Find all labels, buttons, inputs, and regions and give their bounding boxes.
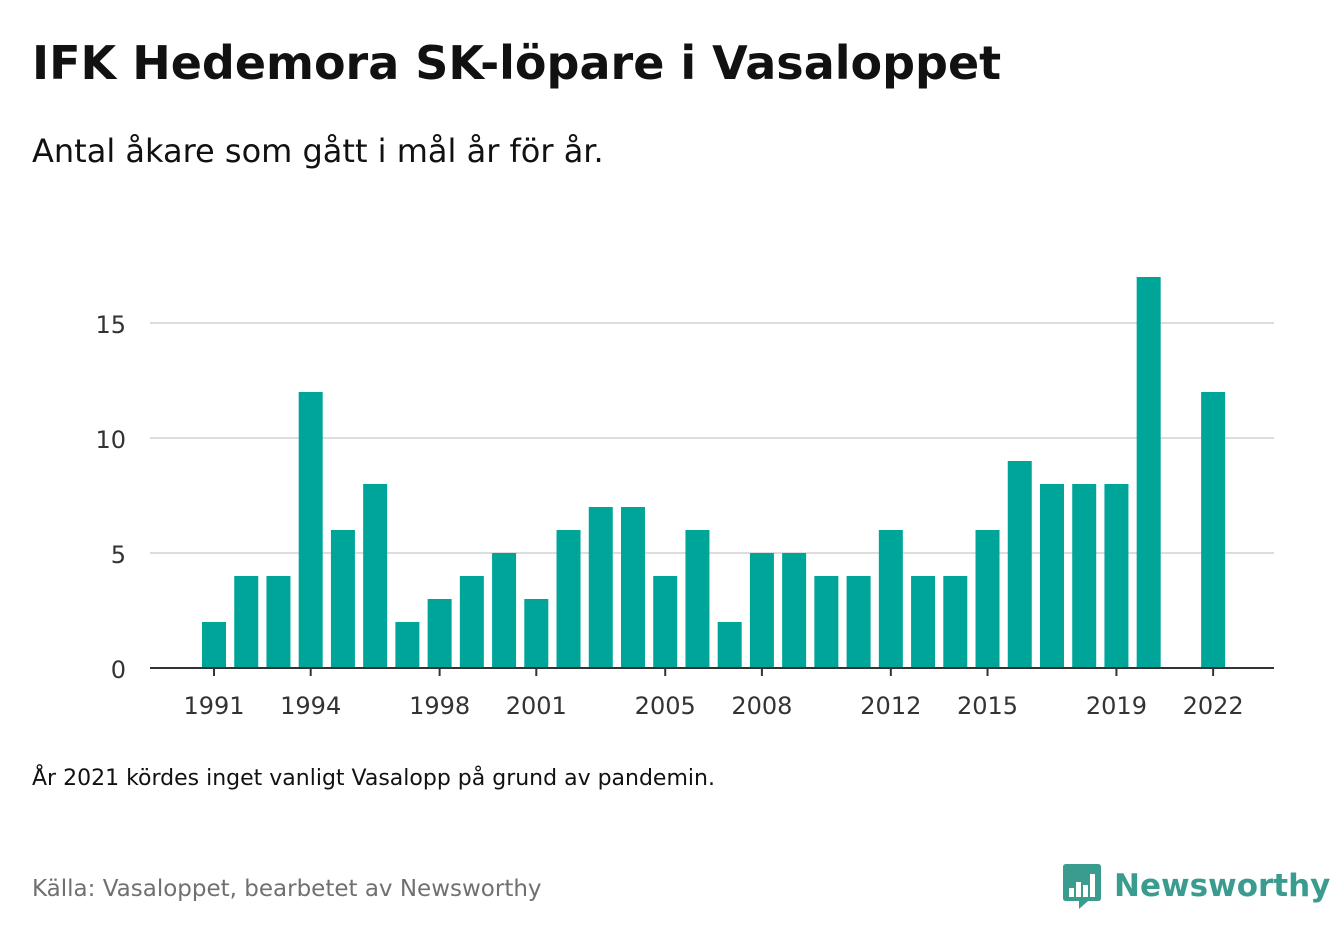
bar-2017 xyxy=(1039,484,1064,668)
y-tick-label: 10 xyxy=(95,426,126,454)
bar-2009 xyxy=(782,553,807,668)
bar-1995 xyxy=(330,530,355,668)
brand-name: Newsworthy xyxy=(1114,868,1331,904)
chart-title: IFK Hedemora SK-löpare i Vasaloppet xyxy=(32,36,1002,90)
x-tick-label: 1991 xyxy=(183,692,244,720)
bar-1994 xyxy=(298,392,323,668)
bar-1992 xyxy=(234,576,259,668)
bar-2004 xyxy=(620,507,645,668)
x-tick-label: 2015 xyxy=(957,692,1018,720)
x-tick-label: 1994 xyxy=(280,692,341,720)
bar-1997 xyxy=(395,622,420,668)
bar-1991 xyxy=(202,622,226,668)
chart-note: År 2021 kördes inget vanligt Vasalopp på… xyxy=(32,766,715,791)
bar-2007 xyxy=(717,622,742,668)
bar-chart: 0 5 10 15 1991 1994 1998 2001 2005 2008 2012 2015 20… xyxy=(95,277,1274,720)
y-tick-label: 15 xyxy=(95,311,126,339)
bar-2002 xyxy=(556,530,581,668)
bar-2016 xyxy=(1007,461,1032,668)
bar-2008 xyxy=(749,553,774,668)
bar-2020 xyxy=(1136,277,1161,668)
bar-2013 xyxy=(911,576,936,668)
source-credit: Källa: Vasaloppet, bearbetet av Newswort… xyxy=(32,876,542,902)
bar-2018 xyxy=(1072,484,1097,668)
x-tick-label: 2005 xyxy=(635,692,696,720)
brand-logo: Newsworthy xyxy=(1062,862,1330,910)
bars xyxy=(202,277,1226,668)
bar-1993 xyxy=(266,576,291,668)
y-tick-label: 5 xyxy=(111,541,126,569)
bar-2022 xyxy=(1201,392,1226,668)
bar-2014 xyxy=(943,576,968,668)
x-tick-label: 1998 xyxy=(409,692,470,720)
bar-2015 xyxy=(975,530,1000,668)
bar-2003 xyxy=(588,507,613,668)
bar-1998 xyxy=(427,599,452,668)
bar-2005 xyxy=(653,576,678,668)
x-tick-label: 2012 xyxy=(860,692,921,720)
x-tick-label: 2022 xyxy=(1183,692,1244,720)
bar-2019 xyxy=(1104,484,1129,668)
bar-2006 xyxy=(685,530,710,668)
x-tick-label: 2008 xyxy=(731,692,792,720)
bar-2001 xyxy=(524,599,549,668)
bar-chart-speech-bubble-icon xyxy=(1063,864,1101,909)
x-tick-label: 2019 xyxy=(1086,692,1147,720)
x-tick-label: 2001 xyxy=(506,692,567,720)
bar-2011 xyxy=(846,576,871,668)
bar-1999 xyxy=(459,576,484,668)
axes: 0 5 10 15 1991 1994 1998 2001 2005 2008 2012 2015 20… xyxy=(95,311,1274,720)
bar-1996 xyxy=(363,484,388,668)
chart-subtitle: Antal åkare som gått i mål år för år. xyxy=(32,132,604,170)
bar-2010 xyxy=(814,576,839,668)
bar-2012 xyxy=(878,530,903,668)
bar-2000 xyxy=(492,553,517,668)
y-tick-label: 0 xyxy=(111,656,126,684)
